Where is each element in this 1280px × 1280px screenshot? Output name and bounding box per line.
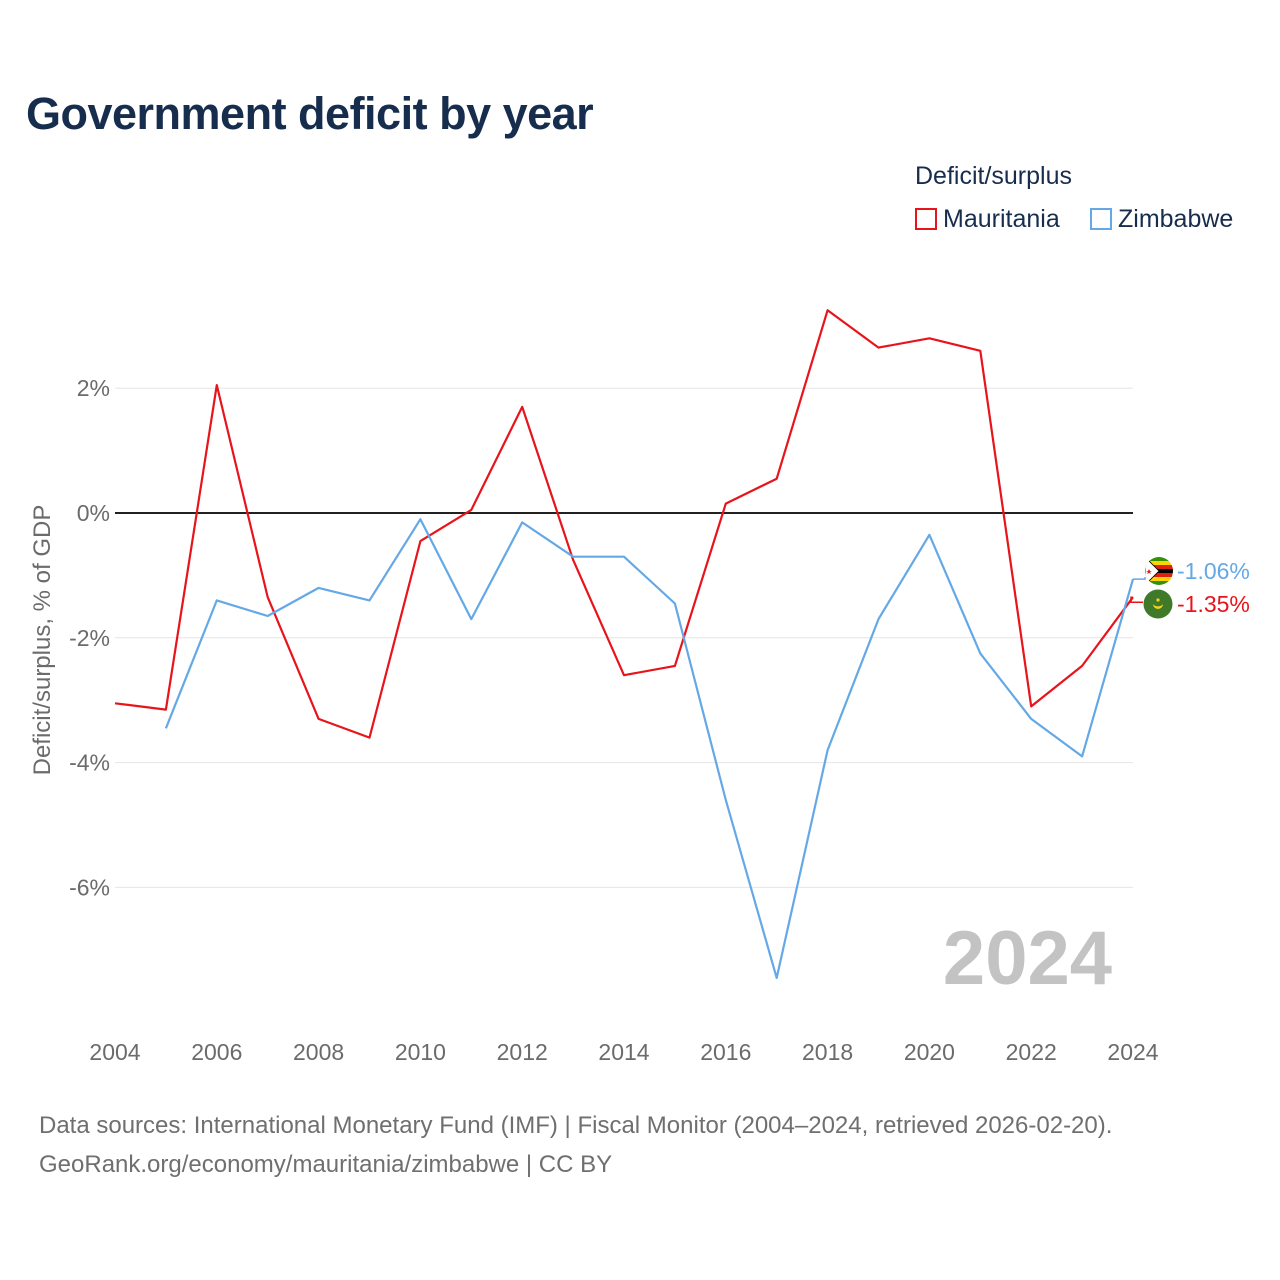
legend-label-zimbabwe: Zimbabwe bbox=[1118, 204, 1234, 233]
end-markers: -1.06% -1.35% bbox=[1130, 557, 1250, 619]
zimbabwe-flag-icon bbox=[1145, 557, 1173, 585]
legend-swatch-zimbabwe bbox=[1090, 208, 1112, 230]
x-tick-label: 2004 bbox=[89, 1039, 140, 1065]
x-tick-label: 2022 bbox=[1006, 1039, 1057, 1065]
series-lines bbox=[114, 309, 1135, 979]
x-tick-label: 2008 bbox=[293, 1039, 344, 1065]
x-tick-label: 2010 bbox=[395, 1039, 446, 1065]
legend-swatch-mauritania bbox=[915, 208, 937, 230]
legend-item-zimbabwe[interactable]: Zimbabwe bbox=[1090, 204, 1233, 234]
chart-title: Government deficit by year bbox=[26, 88, 594, 139]
x-tick-label: 2014 bbox=[598, 1039, 649, 1065]
x-tick-label: 2012 bbox=[497, 1039, 548, 1065]
x-tick-label: 2006 bbox=[191, 1039, 242, 1065]
series-line-mauritania bbox=[114, 309, 1134, 739]
y-tick-label: 2% bbox=[77, 375, 110, 401]
x-axis-ticks: 2004 2006 2008 2010 2012 2014 2016 2018 2020 2022… bbox=[89, 1039, 1158, 1065]
mauritania-flag-icon bbox=[1143, 589, 1173, 619]
mauritania-end-label: -1.35% bbox=[1177, 591, 1250, 617]
x-tick-label: 2016 bbox=[700, 1039, 751, 1065]
x-tick-label: 2020 bbox=[904, 1039, 955, 1065]
y-tick-label: -6% bbox=[69, 874, 110, 900]
footer-sources: Data sources: International Monetary Fun… bbox=[39, 1112, 1113, 1139]
footer-link[interactable]: GeoRank.org/economy/mauritania/zimbabwe … bbox=[39, 1151, 613, 1178]
y-tick-label: 0% bbox=[77, 500, 110, 526]
mauritania-end-connector bbox=[1130, 596, 1143, 603]
x-tick-label: 2018 bbox=[802, 1039, 853, 1065]
zimbabwe-end-label: -1.06% bbox=[1177, 558, 1250, 584]
legend-title: Deficit/surplus bbox=[915, 162, 1072, 190]
legend-item-mauritania[interactable]: Mauritania bbox=[915, 204, 1060, 234]
y-axis-ticks: 2% 0% -2% -4% -6% bbox=[69, 375, 110, 900]
y-tick-label: -4% bbox=[69, 750, 110, 776]
x-tick-label: 2024 bbox=[1107, 1039, 1158, 1065]
y-tick-label: -2% bbox=[69, 625, 110, 651]
series-line-zimbabwe bbox=[164, 518, 1135, 979]
zimbabwe-end-connector bbox=[1133, 577, 1146, 580]
line-chart: 2%0%-2%-4%-6% 2004 2006 2008 2010 2012 2014 20… bbox=[29, 309, 1250, 1065]
year-watermark: 2024 bbox=[943, 916, 1112, 1001]
legend-label-mauritania: Mauritania bbox=[943, 204, 1060, 233]
y-axis-label: Deficit/surplus, % of GDP bbox=[29, 505, 56, 776]
gridlines bbox=[115, 387, 1133, 888]
footer: Data sources: International Monetary Fun… bbox=[39, 1106, 1112, 1184]
